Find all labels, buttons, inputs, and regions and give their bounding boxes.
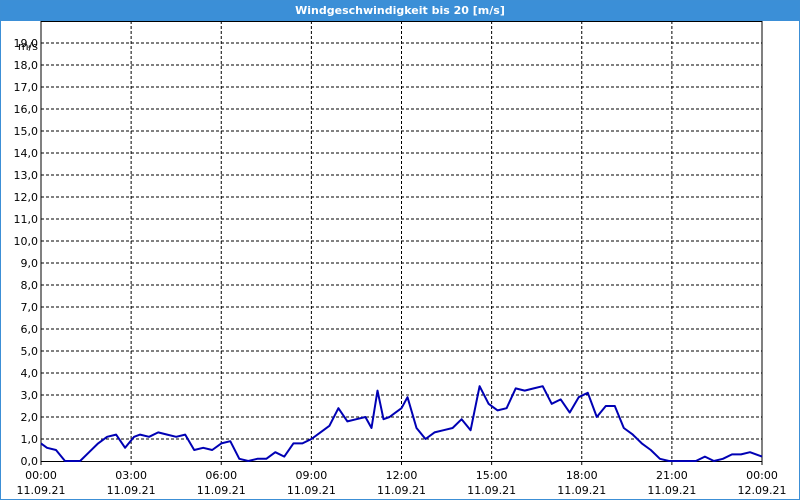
wind-speed-chart: 0,0 1,0 2,0 3,0 4,0 5,0 6,0 7,0 8,0 9,0 10,0 11,0 12… xyxy=(14,21,787,497)
y-tick-label: 5,0 xyxy=(21,345,39,358)
x-tick-time: 21:00 xyxy=(656,469,688,482)
wind-speed-series-line xyxy=(40,385,763,462)
x-tick-time: 18:00 xyxy=(566,469,598,482)
x-tick-date: 11.09.21 xyxy=(197,484,246,497)
x-tick-date: 11.09.21 xyxy=(647,484,696,497)
y-tick-label: 19,0 xyxy=(14,37,39,50)
y-tick-label: 15,0 xyxy=(14,125,39,138)
y-tick-label: 0,0 xyxy=(21,455,39,468)
x-tick-date: 11.09.21 xyxy=(287,484,336,497)
y-tick-label: 3,0 xyxy=(21,389,39,402)
x-tick-date: 11.09.21 xyxy=(17,484,66,497)
x-tick-time: 00:00 xyxy=(746,469,778,482)
x-tick-date: 11.09.21 xyxy=(107,484,156,497)
plot-frame xyxy=(40,21,763,462)
y-tick-label: 8,0 xyxy=(21,279,39,292)
x-tick-time: 09:00 xyxy=(296,469,328,482)
window-title: Windgeschwindigkeit bis 20 [m/s] xyxy=(1,1,799,21)
y-tick-label: 16,0 xyxy=(14,103,39,116)
y-tick-label: 10,0 xyxy=(14,235,39,248)
x-tick-time: 06:00 xyxy=(205,469,237,482)
y-tick-label: 2,0 xyxy=(21,411,39,424)
x-tick-date: 11.09.21 xyxy=(467,484,516,497)
x-tick-time: 15:00 xyxy=(476,469,508,482)
y-tick-label: 6,0 xyxy=(21,323,39,336)
y-tick-label: 13,0 xyxy=(14,169,39,182)
y-tick-label: 18,0 xyxy=(14,59,39,72)
y-tick-label: 14,0 xyxy=(14,147,39,160)
y-tick-label: 1,0 xyxy=(21,433,39,446)
y-tick-label: 12,0 xyxy=(14,191,39,204)
x-tick-date: 11.09.21 xyxy=(377,484,426,497)
y-axis-unit: m/s xyxy=(18,40,38,53)
y-tick-label: 17,0 xyxy=(14,81,39,94)
y-tick-label: 7,0 xyxy=(21,301,39,314)
x-tick-time: 12:00 xyxy=(386,469,418,482)
y-tick-label: 9,0 xyxy=(21,257,39,270)
x-tick-time: 00:00 xyxy=(25,469,57,482)
x-tick-date: 11.09.21 xyxy=(557,484,606,497)
x-tick-time: 03:00 xyxy=(115,469,147,482)
x-tick-date: 12.09.21 xyxy=(738,484,787,497)
y-tick-label: 4,0 xyxy=(21,367,39,380)
y-tick-label: 11,0 xyxy=(14,213,39,226)
